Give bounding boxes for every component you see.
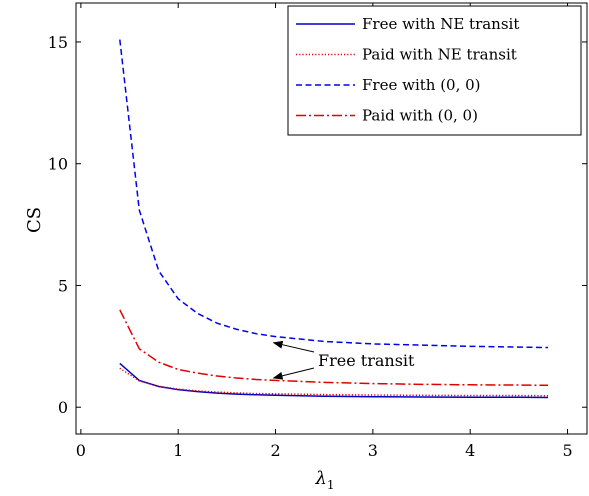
legend: Free with NE transit Paid with NE transit… <box>287 5 582 136</box>
legend-label-3: Free with (0, 0) <box>362 76 481 94</box>
y-tick-label: 15 <box>48 33 68 52</box>
x-tick-label: 4 <box>465 441 475 460</box>
y-tick-label: 10 <box>48 155 68 174</box>
series-line-2 <box>119 367 549 397</box>
plot-area: 0 1 2 3 4 5 0 5 10 15 <box>48 2 588 460</box>
x-tick-label: 0 <box>76 441 86 460</box>
series-group <box>119 39 549 399</box>
annotation-text: Free transit <box>318 351 415 370</box>
x-axis-label-sub: 1 <box>327 478 335 492</box>
annotation: Free transit <box>272 340 415 380</box>
series-line-4 <box>119 309 549 387</box>
legend-label-4: Paid with (0, 0) <box>362 107 478 125</box>
y-tick-label: 0 <box>58 398 68 417</box>
x-axis-label: λ1 <box>314 468 334 492</box>
legend-label-2: Paid with NE transit <box>362 46 517 64</box>
x-tick-label: 1 <box>173 441 183 460</box>
x-tick-label: 2 <box>270 441 280 460</box>
y-axis-label: CS <box>24 207 45 233</box>
plot-frame <box>75 2 588 435</box>
series-line-3 <box>119 39 549 349</box>
x-tick-label: 3 <box>368 441 378 460</box>
legend-box <box>287 5 582 136</box>
annotation-arrow-2 <box>272 367 315 380</box>
x-axis-label-main: λ <box>314 468 326 489</box>
y-tick-label: 5 <box>58 276 68 295</box>
series-line-1 <box>119 362 549 399</box>
legend-label-1: Free with NE transit <box>362 15 519 33</box>
annotation-arrow-1 <box>272 340 315 353</box>
x-tick-label: 5 <box>562 441 572 460</box>
